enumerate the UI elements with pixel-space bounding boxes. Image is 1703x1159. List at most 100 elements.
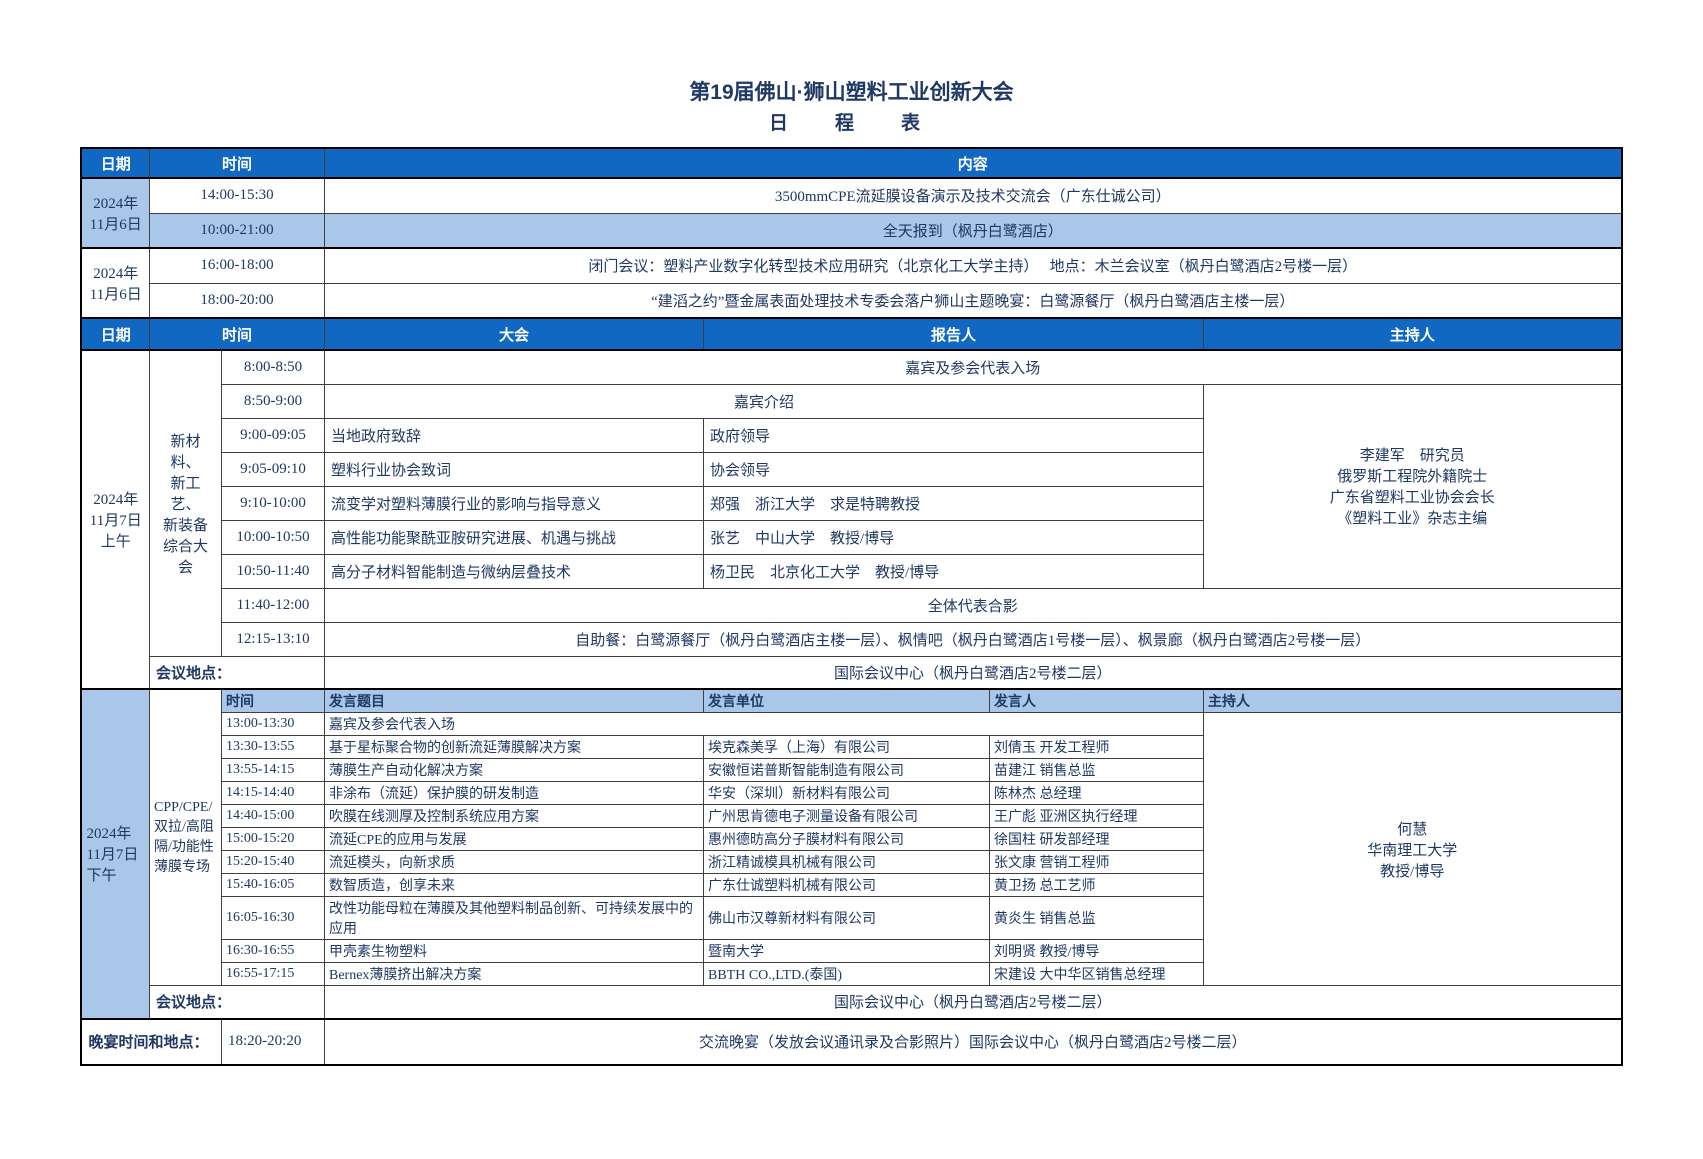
subheader-time: 时间: [220, 688, 326, 713]
pre-row: 2024年 11月6日 14:00-15:30 3500mmCPE流延膜设备演示…: [80, 177, 1623, 249]
speaker-cell: 王广彪 亚洲区执行经理: [989, 804, 1204, 828]
org-cell: 浙江精诚模具机械有限公司: [703, 850, 990, 874]
afternoon-row: 16:55-17:15 Bernex薄膜挤出解决方案 BBTH CO.,LTD.…: [81, 962, 1621, 986]
time-cell: 13:55-14:15: [220, 758, 326, 782]
main-header-time: 时间: [148, 317, 326, 351]
page-title: 第19届佛山·狮山塑料工业创新大会: [689, 81, 1014, 104]
time-cell: 15:00-15:20: [220, 827, 326, 851]
main-header-host: 主持人: [1202, 317, 1623, 351]
time-cell: 16:05-16:30: [220, 896, 326, 940]
pre-row: 2024年 11月6日 16:00-18:00 闭门会议：塑料产业数字化转型技术…: [80, 247, 1623, 319]
morning-row: 10:00-10:50 高性能功能聚酰亚胺研究进展、机遇与挑战 张艺 中山大学 …: [81, 519, 1621, 555]
morning-row: 8:50-9:00 嘉宾介绍 李建军 研究员 俄罗斯工程院外籍院士 广东省塑料工…: [81, 383, 1623, 589]
pre-header-row: 日期 时间 内容: [80, 147, 1623, 179]
speaker-cell: 徐国柱 研发部经理: [989, 827, 1204, 851]
morning-row: 11:40-12:00 全体代表合影: [81, 587, 1623, 623]
session-title-cell: 全体代表合影: [323, 587, 1623, 623]
pre-row: 18:00-20:00 “建滔之约”暨金属表面处理技术专委会落户狮山主题晚宴：白…: [81, 282, 1623, 319]
topic-cell: 非涂布（流延）保护膜的研发制造: [324, 781, 704, 805]
time-cell: 8:00-8:50: [220, 349, 326, 385]
time-cell: 16:30-16:55: [220, 939, 326, 963]
date-cell: 2024年 11月6日: [80, 247, 150, 319]
morning-row: 9:00-09:05 当地政府致辞 政府领导: [81, 417, 1621, 453]
venue-cell: 国际会议中心（枫丹白鹭酒店2号楼二层）: [323, 985, 1623, 1019]
afternoon-row: 13:55-14:15 薄膜生产自动化解决方案 安徽恒诺普斯智能制造有限公司 苗…: [81, 758, 1621, 782]
speaker-cell: 张艺 中山大学 教授/博导: [703, 519, 1204, 555]
afternoon-row: 14:15-14:40 非涂布（流延）保护膜的研发制造 华安（深圳）新材料有限公…: [81, 781, 1621, 805]
time-cell: 9:05-09:10: [220, 451, 326, 487]
topic-cell: 吹膜在线测厚及控制系统应用方案: [324, 804, 704, 828]
subheader-topic: 发言题目: [324, 688, 704, 713]
org-cell: BBTH CO.,LTD.(泰国): [703, 962, 990, 986]
time-cell: 14:40-15:00: [220, 804, 326, 828]
topic-cell: 甲壳素生物塑料: [324, 939, 704, 963]
speaker-cell: 协会领导: [703, 451, 1204, 487]
afternoon-row: 13:30-13:55 基于星标聚合物的创新流延薄膜解决方案 埃克森美孚（上海）…: [81, 735, 1621, 759]
pre-header-date: 日期: [80, 147, 150, 179]
topic-cell: 薄膜生产自动化解决方案: [324, 758, 704, 782]
org-cell: 广州思肯德电子测量设备有限公司: [703, 804, 990, 828]
session-title-cell: 高分子材料智能制造与微纳层叠技术: [324, 553, 704, 589]
org-cell: 惠州德昉高分子膜材料有限公司: [703, 827, 990, 851]
topic-cell: 数智质造，创享未来: [324, 873, 704, 897]
topic-cell: 改性功能母粒在薄膜及其他塑料制品创新、可持续发展中的应用: [324, 896, 704, 940]
speaker-cell: 宋建设 大中华区销售总经理: [989, 962, 1204, 986]
content-cell: 闭门会议：塑料产业数字化转型技术应用研究（北京化工大学主持） 地点：木兰会议室（…: [323, 247, 1623, 284]
time-cell: 12:15-13:10: [220, 621, 326, 657]
pre-header-content: 内容: [323, 147, 1623, 179]
time-cell: 16:00-18:00: [148, 247, 326, 284]
topic-cell: 基于星标聚合物的创新流延薄膜解决方案: [324, 735, 704, 759]
speaker-cell: 刘倩玉 开发工程师: [989, 735, 1204, 759]
afternoon-subheader-row: 2024年 11月7日 下午 CPP/CPE/ 双拉/高阻 隔/功能性 薄膜专场…: [80, 688, 1623, 1019]
dinner-content: 交流晚宴（发放会议通讯录及合影照片）国际会议中心（枫丹白鹭酒店2号楼二层）: [323, 1017, 1623, 1065]
org-cell: 华安（深圳）新材料有限公司: [703, 781, 990, 805]
morning-row: 10:50-11:40 高分子材料智能制造与微纳层叠技术 杨卫民 北京化工大学 …: [81, 553, 1621, 589]
session-title-cell: 当地政府致辞: [324, 417, 704, 453]
date-cell: 2024年 11月6日: [80, 177, 150, 249]
venue-label: 会议地点：: [148, 985, 326, 1019]
speaker-cell: 黄炎生 销售总监: [989, 896, 1204, 940]
org-cell: 佛山市汉尊新材料有限公司: [703, 896, 990, 940]
time-cell: 10:00-10:50: [220, 519, 326, 555]
session-title-cell: 嘉宾介绍: [324, 383, 1204, 419]
date-cell: 2024年 11月7日 上午: [80, 349, 150, 690]
speaker-cell: 陈林杰 总经理: [989, 781, 1204, 805]
subheader-speaker: 发言人: [989, 688, 1204, 713]
time-cell: 9:00-09:05: [220, 417, 326, 453]
main-header-session: 大会: [324, 317, 704, 351]
speaker-cell: 政府领导: [703, 417, 1204, 453]
dinner-label: 晚宴时间和地点：: [80, 1017, 222, 1065]
session-title-cell: 塑料行业协会致词: [324, 451, 704, 487]
content-cell: 全天报到（枫丹白鹭酒店）: [323, 212, 1623, 249]
time-cell: 15:20-15:40: [220, 850, 326, 874]
pre-row: 10:00-21:00 全天报到（枫丹白鹭酒店）: [81, 212, 1623, 249]
morning-row: 2024年 11月7日 上午 新材料、 新工艺、 新装备 综合大会 8:00-8…: [80, 349, 1623, 690]
time-cell: 14:15-14:40: [220, 781, 326, 805]
content-cell: 3500mmCPE流延膜设备演示及技术交流会（广东仕诚公司）: [323, 177, 1623, 214]
content-cell: “建滔之约”暨金属表面处理技术专委会落户狮山主题晚宴：白鹭源餐厅（枫丹白鹭酒店主…: [323, 282, 1623, 319]
time-cell: 18:00-20:00: [148, 282, 326, 319]
org-cell: 广东仕诚塑料机械有限公司: [703, 873, 990, 897]
venue-label: 会议地点：: [148, 655, 326, 690]
topic-cell: Bernex薄膜挤出解决方案: [324, 962, 704, 986]
speaker-cell: 刘明贤 教授/博导: [989, 939, 1204, 963]
time-cell: 10:50-11:40: [220, 553, 326, 589]
afternoon-row: 13:00-13:30 嘉宾及参会代表入场 何慧 华南理工大学 教授/博导: [81, 712, 1623, 986]
dinner-time: 18:20-20:20: [220, 1017, 326, 1065]
org-cell: 暨南大学: [703, 939, 990, 963]
time-cell: 11:40-12:00: [220, 587, 326, 623]
pre-header-time: 时间: [148, 147, 326, 179]
main-header-date: 日期: [80, 317, 150, 351]
subheader-host: 主持人: [1202, 688, 1623, 713]
speaker-cell: 黄卫扬 总工艺师: [989, 873, 1204, 897]
org-cell: 埃克森美孚（上海）有限公司: [703, 735, 990, 759]
speaker-cell: 张文康 营销工程师: [989, 850, 1204, 874]
afternoon-venue-row: 会议地点： 国际会议中心（枫丹白鹭酒店2号楼二层）: [81, 985, 1623, 1019]
main-header-speaker: 报告人: [703, 317, 1204, 351]
time-cell: 9:10-10:00: [220, 485, 326, 521]
topic-cell: 嘉宾及参会代表入场: [324, 712, 1204, 736]
time-cell: 14:00-15:30: [148, 177, 326, 214]
date-cell: 2024年 11月7日 下午: [80, 688, 150, 1019]
session-title-cell: 高性能功能聚酰亚胺研究进展、机遇与挑战: [324, 519, 704, 555]
